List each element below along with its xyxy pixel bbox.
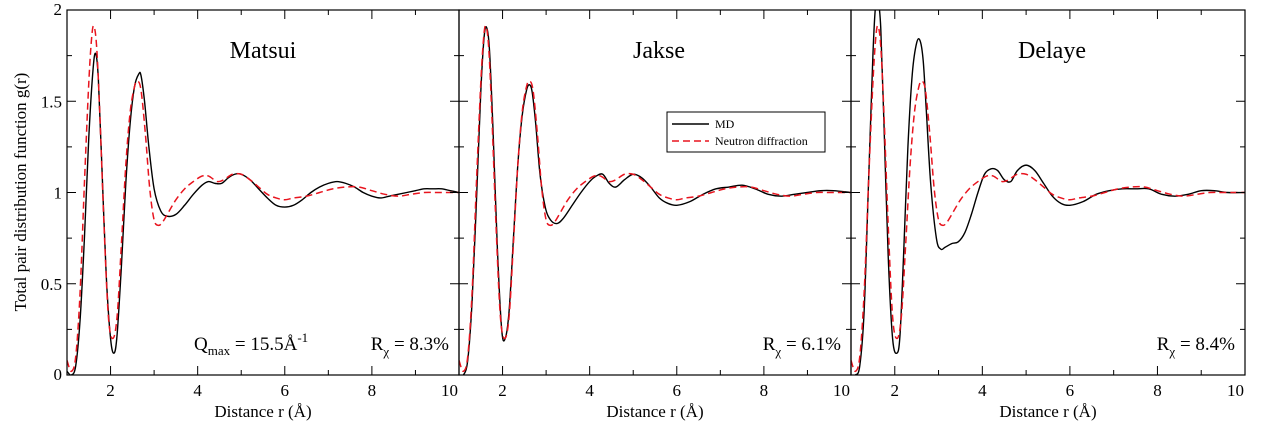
x-tick-label: 4 <box>193 381 202 400</box>
panel-frame-3 <box>850 9 1246 376</box>
y-axis-title: Total pair distribution function g(r) <box>11 73 30 312</box>
x-tick-label: 2 <box>498 381 507 400</box>
legend-neutron-label: Neutron diffraction <box>715 134 808 148</box>
neutron-curve-1 <box>67 25 459 373</box>
y-tick-label: 0 <box>54 365 63 384</box>
x-tick-label: 10 <box>833 381 850 400</box>
r-chi-annotation: Rχ = 8.3% <box>371 334 449 359</box>
md-curve-1 <box>67 52 459 375</box>
r-chi-annotation: Rχ = 6.1% <box>763 334 841 359</box>
x-axis-title: Distance r (Å) <box>606 402 703 421</box>
r-chi-annotation: Rχ = 8.4% <box>1157 334 1235 359</box>
x-tick-label: 6 <box>281 381 290 400</box>
x-axis-title: Distance r (Å) <box>214 402 311 421</box>
neutron-curve-2 <box>459 25 851 373</box>
y-tick-label: 2 <box>54 0 63 19</box>
y-tick-label: 1 <box>54 184 63 203</box>
panel-title: Jakse <box>633 38 685 64</box>
panel-title: Delaye <box>1018 38 1086 64</box>
x-tick-label: 10 <box>441 381 458 400</box>
x-tick-label: 8 <box>368 381 377 400</box>
qmax-annotation: Qmax = 15.5Å-1 <box>194 330 308 358</box>
x-axis-title: Distance r (Å) <box>999 402 1096 421</box>
y-tick-label: 1.5 <box>41 92 62 111</box>
legend-md-label: MD <box>715 117 735 131</box>
panel-title: Matsui <box>230 38 297 64</box>
x-tick-label: 6 <box>673 381 682 400</box>
panels-group: 2 4 6 8 10 0 0.5 1 1.5 2 Distance r (Å) Matsui Qmax … <box>41 0 1246 421</box>
x-tick-label: 2 <box>891 381 900 400</box>
y-tick-label: 0.5 <box>41 275 62 294</box>
x-tick-label: 10 <box>1227 381 1244 400</box>
panel-3: 2 4 6 8 10 Distance r (Å) Delaye Rχ = 8.4% <box>850 9 1246 421</box>
panel-1: 2 4 6 8 10 0 0.5 1 1.5 2 Distance r (Å) Matsui Qmax … <box>41 0 460 421</box>
x-tick-label: 8 <box>760 381 769 400</box>
x-tick-label: 4 <box>585 381 594 400</box>
panel-2: 2 4 6 8 10 Distance r (Å) Jakse Rχ = 6.1% <box>458 9 852 421</box>
x-tick-label: 6 <box>1066 381 1075 400</box>
x-tick-label: 4 <box>978 381 987 400</box>
neutron-curve-3 <box>851 25 1245 373</box>
legend-box <box>666 111 826 153</box>
legend: MD Neutron diffraction <box>666 111 826 153</box>
md-curve-2 <box>459 25 851 375</box>
x-tick-label: 8 <box>1153 381 1162 400</box>
x-tick-label: 2 <box>106 381 115 400</box>
